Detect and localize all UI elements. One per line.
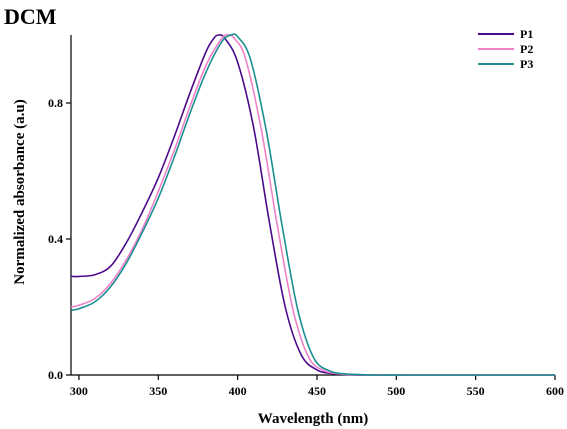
x-tick-label: 350: [149, 384, 167, 398]
y-tick-label: 0.4: [48, 232, 63, 246]
series-line-p3: [70, 33, 555, 376]
y-axis-label: Normalized absorbance (a.u): [12, 99, 28, 284]
x-axis-label: Wavelength (nm): [258, 411, 368, 427]
series-line-p2: [70, 33, 555, 376]
x-tick-label: 400: [229, 384, 247, 398]
y-ticks: 0.0 0.4 0.8: [48, 96, 71, 382]
chart-title: DCM: [4, 4, 57, 29]
x-tick-label: 500: [387, 384, 405, 398]
legend-label-p3: P3: [520, 57, 533, 71]
legend-label-p2: P2: [520, 42, 533, 56]
x-tick-label: 300: [70, 384, 88, 398]
x-tick-label: 600: [546, 384, 564, 398]
series-layer: [70, 33, 555, 376]
legend-label-p1: P1: [520, 27, 533, 41]
series-line-p1: [70, 34, 555, 376]
x-ticks: 300 350 400 450 500 550 600: [70, 375, 564, 398]
x-tick-label: 550: [467, 384, 485, 398]
y-tick-label: 0.0: [48, 368, 63, 382]
axes: [70, 35, 555, 376]
x-tick-label: 450: [308, 384, 326, 398]
y-tick-label: 0.8: [48, 96, 63, 110]
